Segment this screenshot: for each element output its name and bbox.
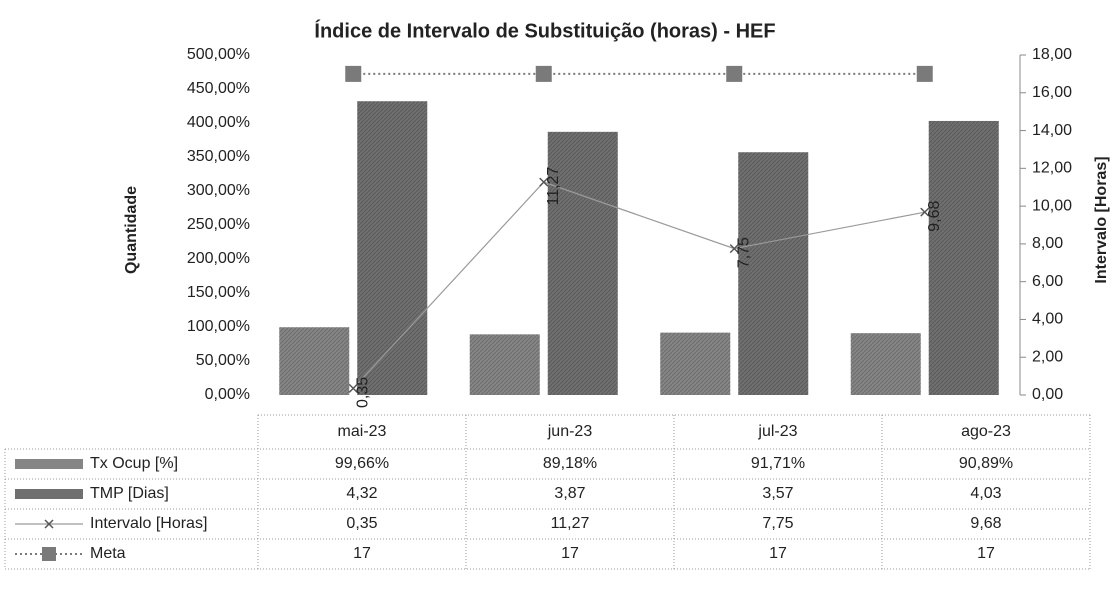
table-cell: 7,75 [762, 515, 793, 532]
table-cell: 17 [977, 545, 995, 562]
marker [916, 65, 933, 82]
y-tick-label: 200,00% [187, 250, 250, 267]
y2-tick-label: 10,00 [1032, 197, 1072, 214]
y2-tick-label: 12,00 [1032, 160, 1072, 177]
marker [345, 65, 362, 82]
x-tick-label: jul-23 [757, 423, 797, 440]
bar-texture [357, 101, 428, 396]
table-cell: 0,35 [346, 515, 377, 532]
y2-tick-label: 14,00 [1032, 122, 1072, 139]
bar-texture [279, 327, 350, 395]
table-cell: 91,71% [751, 455, 805, 472]
y-tick-label: 250,00% [187, 216, 250, 233]
y2-tick-label: 6,00 [1032, 273, 1063, 290]
y-tick-label: 150,00% [187, 284, 250, 301]
marker [348, 383, 358, 393]
y-tick-label: 350,00% [187, 148, 250, 165]
legend-marker [44, 519, 54, 529]
table-cell: 17 [353, 545, 371, 562]
marker [920, 207, 930, 217]
table-cell: 90,89% [959, 455, 1013, 472]
table-cell: 3,87 [554, 485, 585, 502]
legend-label: TMP [Dias] [90, 485, 169, 502]
line-series [352, 181, 925, 389]
y-tick-label: 450,00% [187, 80, 250, 97]
y2-tick-label: 18,00 [1032, 46, 1072, 63]
x-tick-label: jun-23 [547, 423, 593, 440]
y2-tick-label: 0,00 [1032, 386, 1063, 403]
y2-tick-label: 8,00 [1032, 235, 1063, 252]
y-tick-label: 100,00% [187, 318, 250, 335]
legend-marker [42, 547, 56, 561]
x-tick-label: ago-23 [961, 423, 1011, 440]
y2-axis-title: Intervalo [Horas] [1093, 156, 1110, 283]
table-cell: 11,27 [551, 515, 590, 532]
table-cell: 17 [561, 545, 579, 562]
y-tick-label: 300,00% [187, 182, 250, 199]
legend-label: Tx Ocup [%] [90, 455, 178, 472]
marker [726, 65, 743, 82]
y-tick-label: 400,00% [187, 114, 250, 131]
y-tick-label: 0,00% [205, 386, 250, 403]
marker [539, 177, 549, 187]
legend-label: Intervalo [Horas] [90, 515, 207, 532]
y2-tick-label: 2,00 [1032, 348, 1063, 365]
y2-tick-label: 4,00 [1032, 311, 1063, 328]
bar-texture [547, 131, 618, 395]
bar-texture [738, 152, 809, 395]
bar-texture [469, 334, 540, 395]
legend-key [15, 489, 83, 499]
chart-title: Índice de Intervalo de Substituição (hor… [314, 19, 775, 42]
table-cell: 9,68 [970, 515, 1001, 532]
table-cell: 3,57 [762, 485, 793, 502]
x-tick-label: mai-23 [338, 423, 387, 440]
table-cell: 4,03 [970, 485, 1001, 502]
table-cell: 99,66% [335, 455, 389, 472]
data-label: 0,35 [354, 377, 371, 408]
y-tick-label: 500,00% [187, 46, 250, 63]
legend-key [15, 459, 83, 469]
table-cell: 4,32 [346, 485, 377, 502]
bar-texture [928, 120, 999, 396]
table-cell: 17 [769, 545, 787, 562]
data-label: 7,75 [735, 237, 752, 268]
y-axis-title: Quantidade [123, 186, 140, 274]
y2-tick-label: 16,00 [1032, 84, 1072, 101]
y-tick-label: 50,00% [196, 352, 250, 369]
marker [535, 65, 552, 82]
bar-texture [850, 333, 921, 395]
table-cell: 89,18% [543, 455, 597, 472]
bar-texture [660, 332, 731, 395]
data-label: 9,68 [926, 200, 943, 231]
legend-label: Meta [90, 545, 126, 562]
data-label: 11,27 [545, 167, 562, 206]
marker [729, 244, 739, 254]
